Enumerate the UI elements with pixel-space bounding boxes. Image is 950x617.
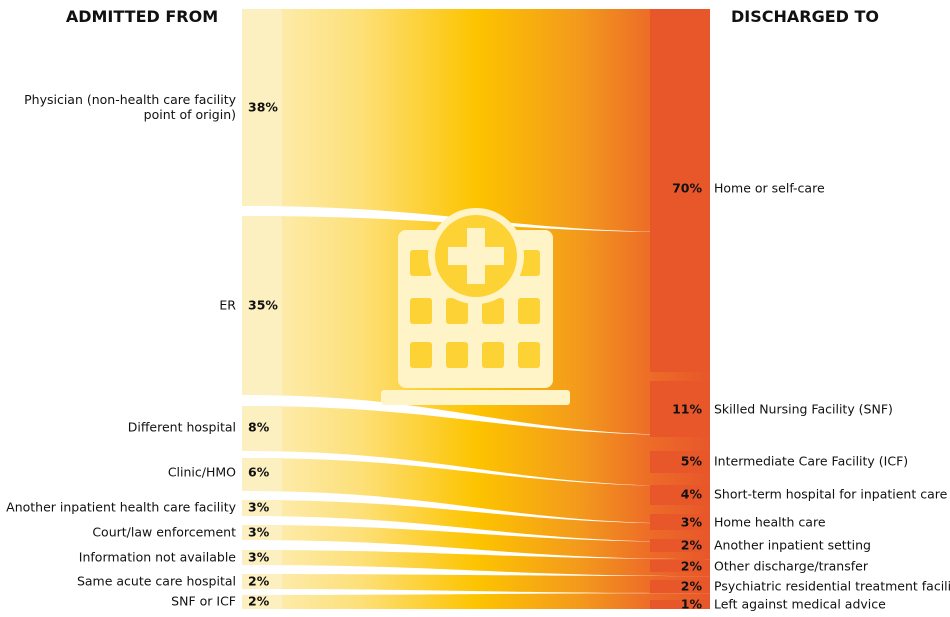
target-node-8 [650,580,710,593]
source-node-9 [242,595,282,609]
target-node-9 [650,600,710,609]
target-percent: 3% [681,515,703,530]
target-node-1 [650,9,710,372]
target-node-2 [650,381,710,437]
target-percent: 70% [672,181,702,196]
source-label: Information not available [79,550,237,565]
target-percent: 11% [672,402,702,417]
flow-band-source-3 [242,406,710,487]
target-percent: 1% [681,597,703,612]
window-icon [482,342,504,368]
source-percent: 2% [248,574,270,589]
flow-band-source-1 [242,9,710,233]
target-label: Short-term hospital for inpatient care [714,487,948,502]
window-icon [410,342,432,368]
source-label: Different hospital [128,420,236,435]
source-percent: 38% [248,100,278,115]
window-icon [446,342,468,368]
source-percent: 3% [248,550,270,565]
source-node-7 [242,550,282,565]
target-percent: 2% [681,579,703,594]
target-label: Skilled Nursing Facility (SNF) [714,402,893,417]
target-label: Left against medical advice [714,597,886,612]
flow-bands [242,9,710,609]
source-percent: 8% [248,420,270,435]
source-percent: 3% [248,500,270,515]
source-percent: 35% [248,298,278,313]
target-node-3 [650,451,710,473]
source-node-4 [242,458,282,491]
source-node-1 [242,9,282,206]
window-icon [482,298,504,324]
target-label: Another inpatient setting [714,538,871,553]
flow-band-source-8 [242,574,710,594]
window-icon [446,298,468,324]
admitted-from-header: ADMITTED FROM [66,7,218,26]
flow-band-source-6 [242,525,710,560]
source-label: Another inpatient health care facility [6,500,236,515]
window-icon [518,298,540,324]
target-label: Home or self-care [714,181,825,196]
source-label: Court/law enforcement [92,525,236,540]
source-label: Clinic/HMO [168,465,236,480]
target-label: Psychiatric residential treatment facili… [714,579,950,594]
source-node-3 [242,406,282,451]
target-label: Intermediate Care Facility (ICF) [714,454,908,469]
flow-band-source-4 [242,458,710,524]
source-node-6 [242,525,282,540]
source-node-8 [242,574,282,589]
flow-band-source-5 [242,500,710,543]
target-node-4 [650,485,710,505]
target-percent: 4% [681,487,703,502]
medical-cross-icon [448,228,504,284]
source-label: ER [219,298,236,313]
target-label: Other discharge/transfer [714,559,869,574]
target-label: Home health care [714,515,826,530]
window-icon [410,298,432,324]
source-percent: 3% [248,525,270,540]
target-node-6 [650,539,710,552]
target-percent: 2% [681,538,703,553]
target-node-5 [650,514,710,530]
target-node-7 [650,560,710,572]
source-node-2 [242,216,282,395]
target-percent: 5% [681,454,703,469]
hospital-building-icon [381,208,570,405]
source-node-5 [242,500,282,516]
source-label: Same acute care hospital [77,574,236,589]
window-icon [518,342,540,368]
discharged-to-header: DISCHARGED TO [731,7,879,26]
target-percent: 2% [681,559,703,574]
source-label: SNF or ICF [171,594,236,609]
window-icon [410,250,432,276]
source-percent: 6% [248,465,270,480]
source-percent: 2% [248,594,270,609]
source-label: Physician (non-health care facility point… [24,92,236,122]
flow-band-source-7 [242,550,710,577]
flow-band-source-9 [242,593,710,609]
